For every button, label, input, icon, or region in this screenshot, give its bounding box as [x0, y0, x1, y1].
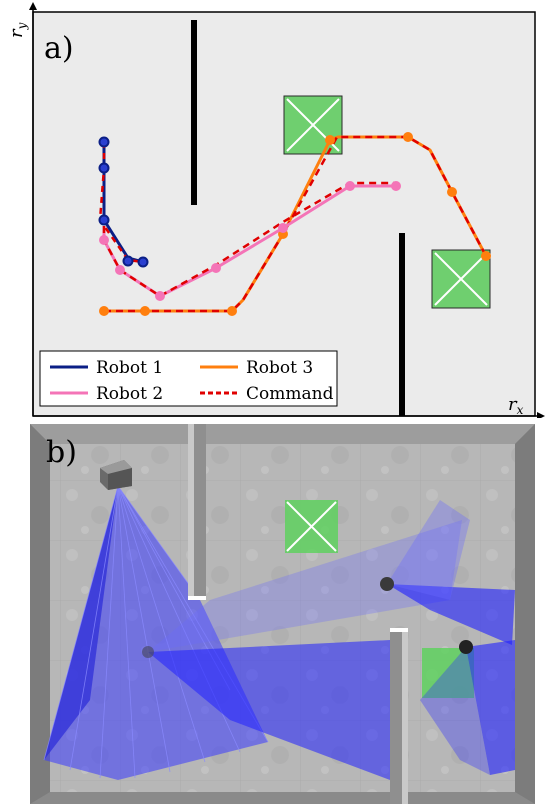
legend-robot2: Robot 2: [96, 384, 163, 404]
panel-b-label: b): [46, 435, 77, 470]
goal-marker-1: [284, 96, 342, 154]
simulation-render-panel: b): [0, 420, 547, 804]
goal-marker-2: [432, 250, 490, 308]
x-axis-arrowhead: [537, 412, 545, 418]
legend: Robot 1 Robot 2 Robot 3 Command: [40, 351, 337, 406]
wall-right-bevel: [515, 424, 535, 804]
sim-wall-top: [188, 424, 206, 600]
y-axis-arrowhead: [29, 2, 37, 10]
panel-a-label: a): [44, 31, 74, 66]
wall-top-bevel: [30, 424, 535, 444]
legend-robot3: Robot 3: [246, 358, 313, 378]
sim-goal-1: [285, 500, 338, 553]
wall-bottom: [399, 233, 405, 416]
legend-robot1: Robot 1: [96, 358, 163, 378]
sim-robot-2: [142, 646, 154, 658]
sim-wall-bottom: [390, 628, 408, 804]
wall-left-bevel: [30, 424, 50, 804]
trajectory-plot-panel: ry rx a): [0, 0, 547, 418]
wall-top: [191, 20, 197, 205]
sim-robot-3: [459, 640, 473, 654]
sim-robot-1: [380, 577, 394, 591]
y-axis-label: ry: [6, 22, 29, 38]
legend-command: Command: [246, 384, 334, 404]
